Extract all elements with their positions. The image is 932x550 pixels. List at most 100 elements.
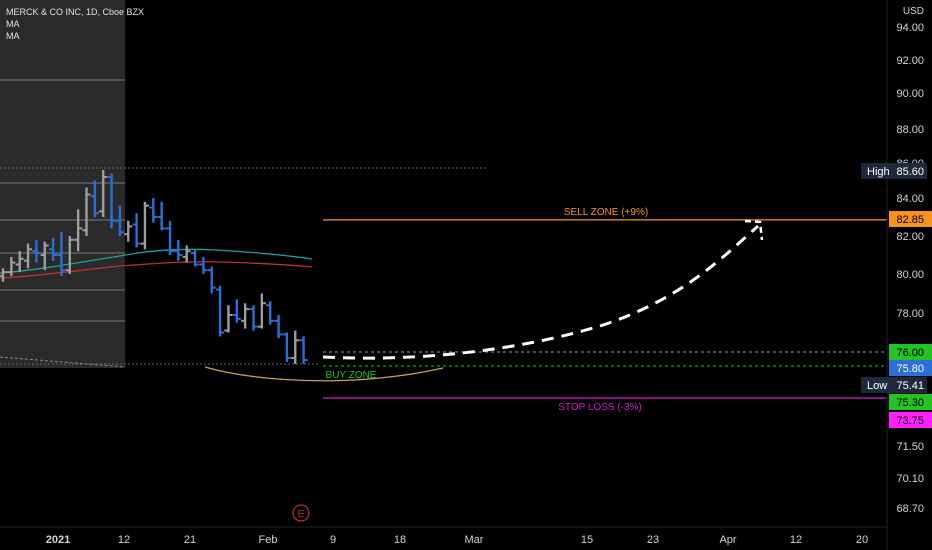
ohlc-bar[interactable] [157,201,166,231]
ohlc-bar[interactable] [90,180,99,218]
time-tick-label: 18 [394,534,406,546]
buy-zone-label: BUY ZONE [326,370,377,381]
ohlc-bar[interactable] [107,173,116,229]
ohlc-bar[interactable] [24,243,33,269]
price-tick-label: 71.50 [896,441,924,453]
ohlc-bar[interactable] [216,285,225,337]
time-tick-label: 9 [330,534,336,546]
time-tick-label: 2021 [46,534,70,546]
projection-arrowhead [744,219,764,241]
ohlc-bar[interactable] [291,330,300,364]
ma-line-red [0,261,313,279]
ohlc-bar[interactable] [57,232,66,276]
low-price-badge[interactable]: Low 75.41 [861,377,927,393]
price-tick-label: 94.00 [896,22,924,34]
ohlc-bar[interactable] [249,305,258,331]
time-tick-label: 12 [790,534,802,546]
last-price-badge[interactable]: 75.80 [889,360,932,376]
price-tick-label: 68.70 [896,503,924,515]
ohlc-bar[interactable] [99,170,108,217]
ohlc-bar[interactable] [124,220,133,242]
price-tick-label: 80.00 [896,269,924,281]
ma-indicator-1[interactable]: MA [6,19,20,29]
low-price-badge-box [861,377,927,393]
ma-indicator-2[interactable]: MA [6,31,20,41]
ohlc-bar[interactable] [299,336,308,364]
buy-zone-upper-badge-value: 76.00 [896,347,924,359]
currency-label[interactable]: USD [902,6,924,17]
ohlc-bar[interactable] [40,241,49,271]
time-tick-label: 20 [856,534,868,546]
ohlc-bar[interactable] [49,237,58,261]
earnings-event-marker[interactable]: E [292,504,310,522]
price-tick-label: 88.00 [896,124,924,136]
time-tick-label: 23 [647,534,659,546]
ohlc-bar[interactable] [166,220,174,255]
symbol-title[interactable]: MERCK & CO INC, 1D, Cboe BZX [6,7,145,17]
bottom-arc-curve [204,366,444,382]
ohlc-bar[interactable] [224,305,233,333]
buy-zone-lower-badge-value: 75.30 [896,397,924,409]
stop-loss-price-badge[interactable]: 73.75 [889,412,932,428]
stop-loss-price-badge-box [889,412,932,428]
ohlc-bar[interactable] [132,213,141,248]
ohlc-bar[interactable] [191,249,200,267]
time-tick-label: 15 [581,534,593,546]
last-price-badge-value: 75.80 [896,363,924,375]
ohlc-bar[interactable] [182,245,191,263]
last-price-badge-box [889,360,932,376]
high-price-badge[interactable]: High 85.60 [861,163,927,179]
ohlc-bar[interactable] [199,256,208,274]
ohlc-bar[interactable] [149,198,158,223]
high-price-badge-caption: High [867,166,890,178]
buy-zone-upper-badge-box [889,344,932,360]
price-tick-label: 84.00 [896,193,924,205]
ohlc-bar[interactable] [140,201,149,250]
earnings-icon [292,504,310,522]
low-price-badge-caption: Low [867,380,887,392]
sell-zone-price-badge-box [889,211,932,227]
ohlc-bar[interactable] [257,293,266,329]
price-tick-label: 82.00 [896,231,924,243]
time-tick-label: Mar [465,534,484,546]
price-tick-label: 92.00 [896,55,924,67]
trend-line [0,356,126,368]
ohlc-bar[interactable] [207,266,216,294]
stop-loss-label: STOP LOSS (-3%) [558,402,642,413]
ohlc-bar[interactable] [174,239,183,261]
ohlc-bar[interactable] [82,187,91,237]
ohlc-bar[interactable] [32,239,41,263]
ohlc-bar[interactable] [74,209,83,252]
fib-retracement-panel [0,0,125,368]
ohlc-bar[interactable] [232,299,241,323]
earnings-letter: E [298,509,305,520]
ma-line-teal [0,248,313,274]
time-tick-label: 12 [118,534,130,546]
price-tick-label: 70.10 [896,473,924,485]
ohlc-bar[interactable] [0,268,7,282]
sell-zone-label: SELL ZONE (+9%) [564,207,648,218]
ohlc-bar[interactable] [115,205,124,236]
ohlc-bar[interactable] [274,314,283,339]
ohlc-bar[interactable] [282,332,291,363]
high-price-badge-box [861,163,927,179]
ohlc-bar[interactable] [65,236,74,274]
ohlc-bar[interactable] [15,251,24,273]
sell-zone-price-badge[interactable]: 82.85 [889,211,932,227]
low-price-badge-value: 75.41 [896,380,924,392]
ohlc-bar[interactable] [7,256,16,276]
buy-zone-lower-badge[interactable]: 75.30 [889,394,932,410]
buy-zone-upper-badge[interactable]: 76.00 [889,344,932,360]
time-tick-label: Apr [719,534,736,546]
projection-path [322,224,760,360]
chart-legend: MERCK & CO INC, 1D, Cboe BZX MA MA [6,6,144,42]
price-tick-label: 78.00 [896,308,924,320]
sell-zone-price-badge-value: 82.85 [896,214,924,226]
ohlc-bar[interactable] [266,301,275,325]
time-tick-label: 21 [184,534,196,546]
stop-loss-price-badge-value: 73.75 [896,415,924,427]
ohlc-bar[interactable] [241,303,250,329]
time-tick-label: Feb [259,534,278,546]
high-price-badge-value: 85.60 [896,166,924,178]
